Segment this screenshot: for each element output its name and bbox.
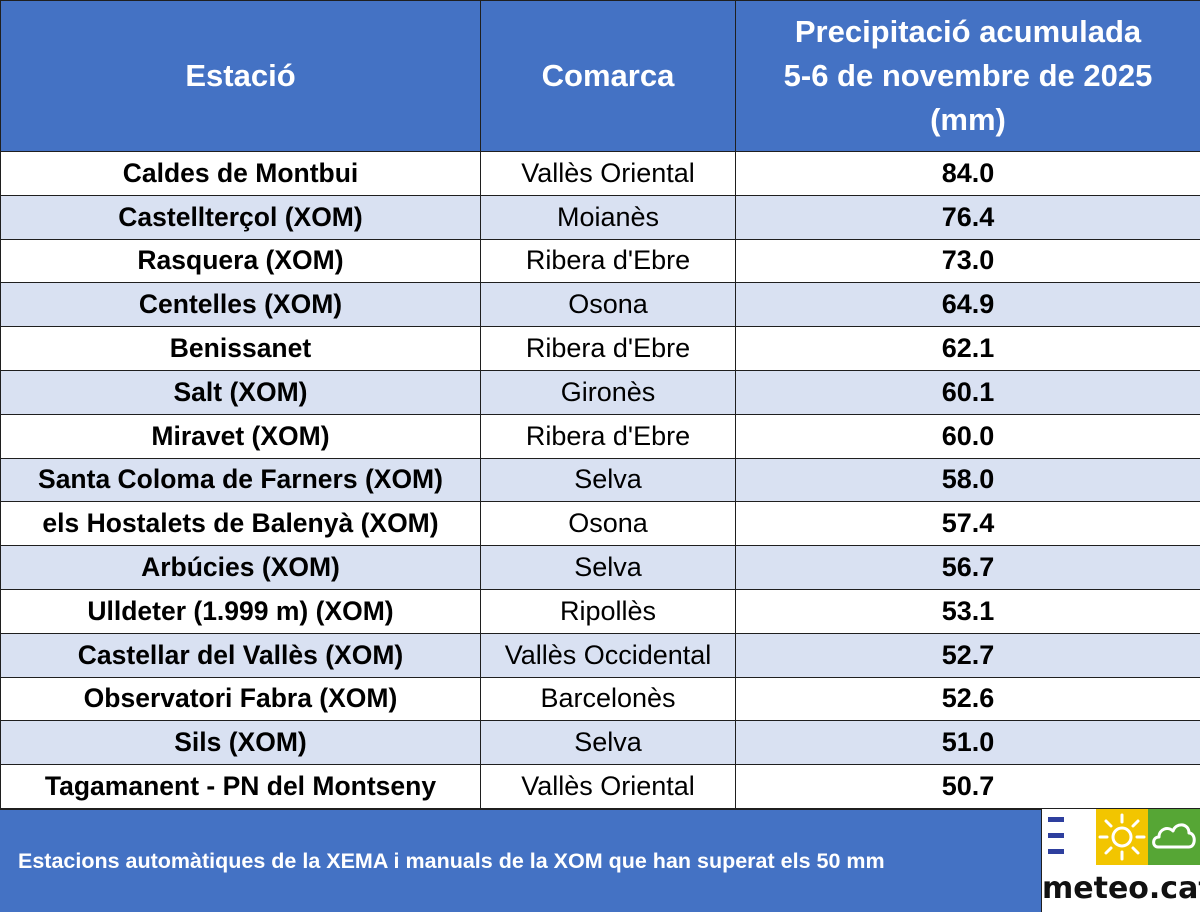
station-name-cell: Arbúcies (XOM)	[1, 546, 481, 590]
station-name-cell: Caldes de Montbui	[1, 152, 481, 196]
table-row: Castellar del Vallès (XOM)Vallès Occiden…	[1, 633, 1200, 677]
precipitation-value-cell: 60.1	[736, 370, 1200, 414]
precipitation-value-cell: 57.4	[736, 502, 1200, 546]
sun-icon	[1096, 809, 1148, 865]
county-cell: Vallès Oriental	[481, 152, 736, 196]
cloud-icon	[1148, 809, 1200, 865]
county-cell: Selva	[481, 721, 736, 765]
precipitation-value-cell: 52.7	[736, 633, 1200, 677]
menu-icon	[1044, 809, 1096, 865]
precipitation-value-cell: 52.6	[736, 677, 1200, 721]
station-name-cell: Rasquera (XOM)	[1, 239, 481, 283]
meteocat-logo: meteo.cat	[1041, 809, 1200, 912]
county-cell: Osona	[481, 283, 736, 327]
header-precipitation-line-3: (mm)	[740, 98, 1196, 142]
header-station: Estació	[1, 1, 481, 152]
station-name-cell: Miravet (XOM)	[1, 414, 481, 458]
county-cell: Selva	[481, 458, 736, 502]
header-county: Comarca	[481, 1, 736, 152]
precipitation-value-cell: 73.0	[736, 239, 1200, 283]
precipitation-value-cell: 64.9	[736, 283, 1200, 327]
station-name-cell: Centelles (XOM)	[1, 283, 481, 327]
county-cell: Selva	[481, 546, 736, 590]
precipitation-table: Estació Comarca Precipitació acumulada 5…	[0, 0, 1200, 809]
header-precipitation: Precipitació acumulada 5-6 de novembre d…	[736, 1, 1200, 152]
station-name-cell: Benissanet	[1, 327, 481, 371]
station-name-cell: Santa Coloma de Farners (XOM)	[1, 458, 481, 502]
county-cell: Ribera d'Ebre	[481, 327, 736, 371]
county-cell: Gironès	[481, 370, 736, 414]
precipitation-value-cell: 53.1	[736, 589, 1200, 633]
county-cell: Osona	[481, 502, 736, 546]
header-row: Estació Comarca Precipitació acumulada 5…	[1, 1, 1200, 152]
precipitation-value-cell: 58.0	[736, 458, 1200, 502]
county-cell: Vallès Oriental	[481, 765, 736, 809]
precipitation-value-cell: 84.0	[736, 152, 1200, 196]
county-cell: Ribera d'Ebre	[481, 414, 736, 458]
precipitation-value-cell: 50.7	[736, 765, 1200, 809]
logo-text: meteo.cat	[1042, 867, 1200, 911]
station-name-cell: Castellterçol (XOM)	[1, 195, 481, 239]
county-cell: Barcelonès	[481, 677, 736, 721]
county-cell: Vallès Occidental	[481, 633, 736, 677]
station-name-cell: els Hostalets de Balenyà (XOM)	[1, 502, 481, 546]
station-name-cell: Castellar del Vallès (XOM)	[1, 633, 481, 677]
county-cell: Moianès	[481, 195, 736, 239]
station-name-cell: Observatori Fabra (XOM)	[1, 677, 481, 721]
county-cell: Ribera d'Ebre	[481, 239, 736, 283]
precipitation-value-cell: 60.0	[736, 414, 1200, 458]
station-name-cell: Sils (XOM)	[1, 721, 481, 765]
header-precipitation-line-2: 5-6 de novembre de 2025	[740, 54, 1196, 98]
precipitation-value-cell: 62.1	[736, 327, 1200, 371]
station-name-cell: Tagamanent - PN del Montseny	[1, 765, 481, 809]
station-name-cell: Ulldeter (1.999 m) (XOM)	[1, 589, 481, 633]
footer-banner: Estacions automàtiques de la XEMA i manu…	[0, 809, 1200, 912]
header-precipitation-line-1: Precipitació acumulada	[740, 10, 1196, 54]
logo-icons	[1042, 809, 1200, 865]
precipitation-value-cell: 76.4	[736, 195, 1200, 239]
county-cell: Ripollès	[481, 589, 736, 633]
precipitation-value-cell: 51.0	[736, 721, 1200, 765]
footer-caption: Estacions automàtiques de la XEMA i manu…	[18, 810, 1038, 913]
station-name-cell: Salt (XOM)	[1, 370, 481, 414]
precipitation-value-cell: 56.7	[736, 546, 1200, 590]
